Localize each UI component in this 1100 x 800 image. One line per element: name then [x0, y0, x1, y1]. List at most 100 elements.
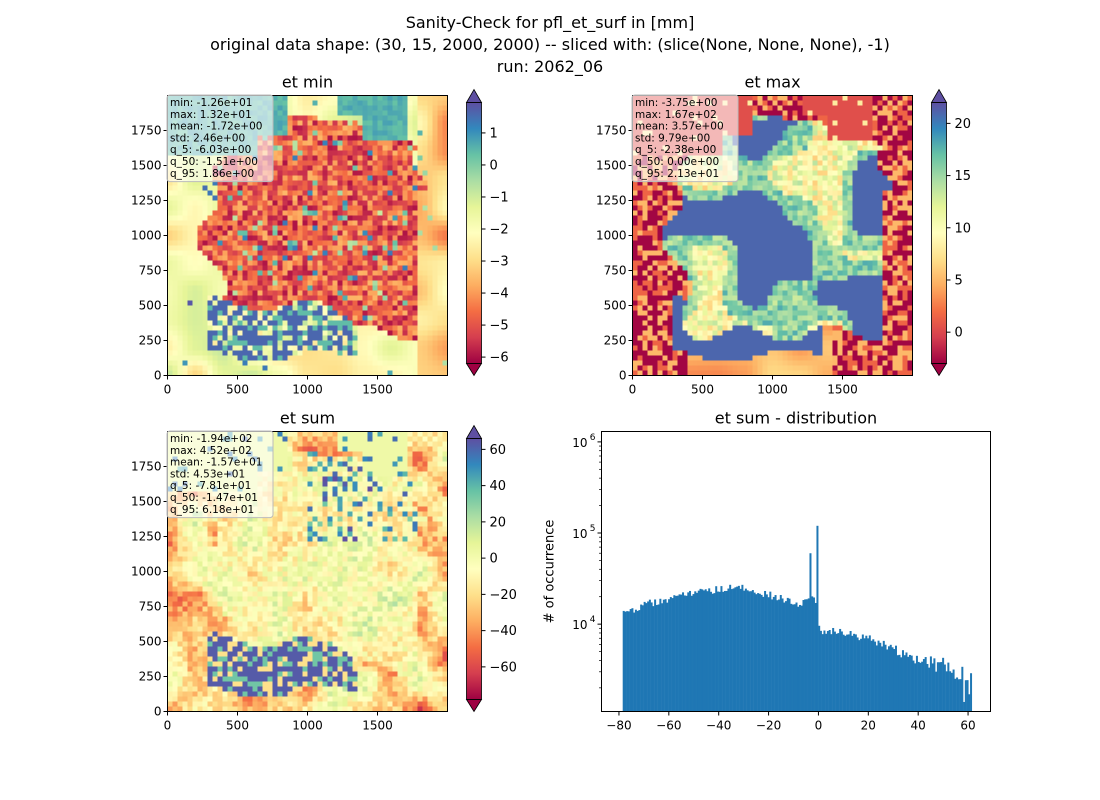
- colorbar-tick-label: −40: [490, 624, 517, 639]
- histogram-bar: [949, 671, 952, 712]
- stats-line: q_50: -1.47e+01: [170, 492, 258, 504]
- histogram-bar: [837, 633, 840, 712]
- histogram-bar: [643, 601, 646, 712]
- y-tick-label: 1250: [596, 194, 627, 208]
- histogram-bar: [840, 631, 843, 712]
- histogram-bar: [732, 588, 735, 712]
- histogram-bar: [891, 647, 894, 712]
- histogram-bar: [680, 594, 683, 712]
- histogram-bar: [654, 599, 657, 712]
- histogram-bar: [668, 599, 671, 712]
- histogram-bar: [788, 598, 791, 712]
- x-tick-label: −60: [656, 719, 681, 733]
- histogram-bar: [926, 663, 929, 712]
- histogram-bar: [779, 595, 782, 712]
- y-tick-label: 1750: [131, 460, 162, 474]
- y-tick-label: 1750: [596, 124, 627, 138]
- stats-line: q_95: 6.18e+01: [170, 504, 254, 516]
- histogram-bar: [947, 662, 950, 712]
- y-tick-exponent: 4: [590, 615, 596, 625]
- histogram-bar: [723, 590, 726, 712]
- histogram-bar: [886, 649, 889, 712]
- colorbar-tick-label: −6: [490, 351, 509, 366]
- histogram-bar: [778, 599, 781, 712]
- histogram-bar: [622, 610, 625, 712]
- histogram-bar: [853, 633, 856, 712]
- stats-line: min: -1.26e+01: [170, 97, 252, 109]
- histogram-bar: [734, 587, 737, 712]
- histogram-bar: [624, 611, 627, 712]
- histogram-bar: [662, 599, 665, 712]
- stats-line: q_5: -2.38e+00: [635, 144, 716, 156]
- histogram-bar: [952, 669, 955, 712]
- histogram-bar: [814, 602, 817, 712]
- histogram-bar: [692, 594, 695, 712]
- y-tick-label: 250: [139, 670, 162, 684]
- histogram-bar: [641, 605, 644, 712]
- histogram-bar: [627, 611, 630, 712]
- histogram-bar: [964, 680, 967, 712]
- histogram-bar: [805, 599, 808, 712]
- x-tick-label: −20: [756, 719, 781, 733]
- stats-line: max: 1.67e+02: [635, 109, 717, 121]
- y-tick-label: 250: [139, 334, 162, 348]
- histogram-bar: [868, 635, 871, 712]
- y-tick-label: 0: [619, 369, 627, 383]
- x-tick-label: 1000: [757, 383, 788, 397]
- histogram-ylabel: # of occurrence: [543, 520, 558, 624]
- histogram-bar: [957, 679, 960, 712]
- colorbar: [466, 438, 482, 700]
- colorbar-tick-label: 10: [955, 221, 972, 236]
- colorbar-tick-label: −60: [490, 660, 517, 675]
- colorbar-tick-label: −5: [490, 319, 509, 334]
- figure-suptitle-line-1: Sanity-Check for pfl_et_surf in [mm]: [405, 13, 695, 32]
- y-tick-label: 1000: [596, 229, 627, 243]
- histogram-bar: [875, 645, 878, 712]
- histogram-bar: [959, 679, 962, 712]
- stats-box: [166, 430, 274, 519]
- panel-title: et min: [282, 73, 333, 92]
- stats-line: q_50: 0.00e+00: [635, 156, 719, 168]
- stats-line: mean: -1.57e+01: [170, 457, 262, 469]
- histogram-bar: [713, 593, 716, 712]
- histogram-bar: [675, 595, 678, 712]
- histogram-bar: [945, 671, 948, 712]
- histogram-bar: [802, 600, 805, 712]
- histogram-bar: [640, 604, 643, 712]
- histogram-bar: [903, 655, 906, 712]
- x-tick-label: 0: [164, 719, 172, 733]
- y-tick-exponent: 6: [590, 433, 596, 443]
- histogram-bar: [928, 667, 931, 712]
- histogram-bar: [811, 596, 814, 712]
- histogram-bar: [704, 589, 707, 712]
- stats-line: min: -3.75e+00: [635, 97, 717, 109]
- histogram-bar: [896, 655, 899, 712]
- colorbar: [931, 102, 947, 364]
- colorbar-tick-label: 0: [955, 326, 963, 341]
- histogram-bar: [865, 635, 868, 712]
- histogram-bar: [736, 586, 739, 712]
- histogram-bar: [933, 658, 936, 712]
- panel-title: et max: [744, 73, 800, 92]
- y-tick-label: 1500: [131, 159, 162, 173]
- histogram-bar: [687, 592, 690, 712]
- stats-line: mean: 3.57e+00: [635, 121, 724, 133]
- histogram-bar: [774, 595, 777, 712]
- histogram-bar: [908, 654, 911, 712]
- histogram-bar: [929, 656, 932, 712]
- histogram-bar: [648, 599, 651, 712]
- histogram-bar: [769, 591, 772, 712]
- panel-title: et sum - distribution: [715, 409, 877, 428]
- y-tick-label: 1500: [596, 159, 627, 173]
- histogram-bar: [645, 603, 648, 712]
- histogram-bar: [828, 630, 831, 712]
- colorbar-tick-label: −3: [490, 255, 509, 270]
- histogram-bar: [950, 672, 953, 712]
- histogram-bar: [914, 663, 917, 712]
- heatmap-panel-sum: et sum 0 500 1000 1500 0 250 500 750 1000 1250 1500…: [131, 409, 517, 733]
- histogram-bar: [730, 589, 733, 712]
- histogram-panel: et sum - distribution −80 −60 −40 −20 0 20 40 60…: [543, 409, 991, 733]
- colorbar-extend-max: [930, 88, 948, 103]
- histogram-bar: [877, 640, 880, 712]
- x-tick-label: 1500: [362, 383, 393, 397]
